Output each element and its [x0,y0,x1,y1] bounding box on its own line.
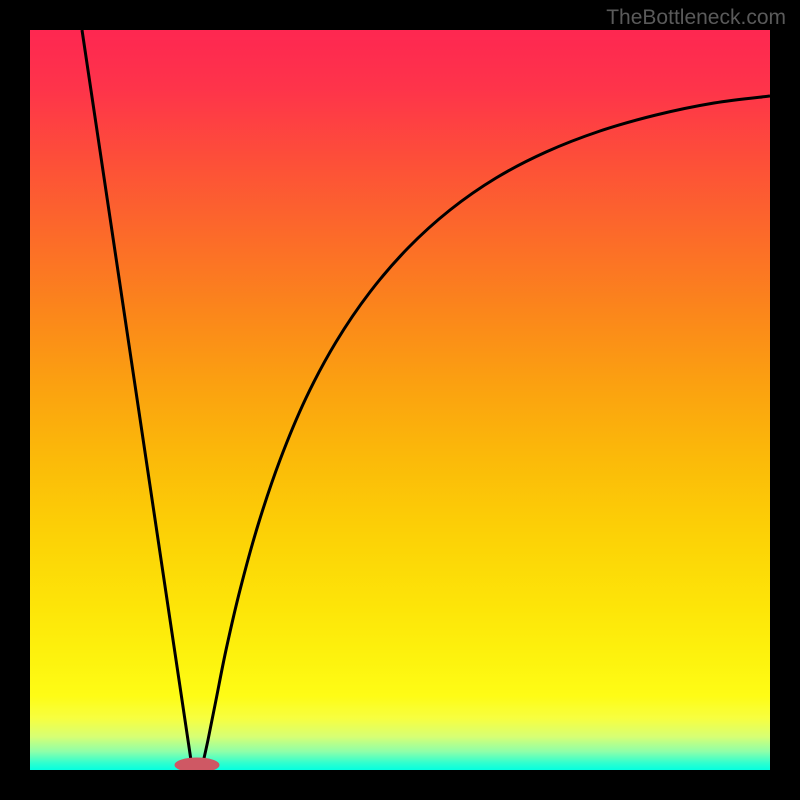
plot-area [30,30,770,770]
gradient-background [30,30,770,770]
minimum-marker [175,758,219,770]
chart-svg [30,30,770,770]
watermark-text: TheBottleneck.com [606,6,786,30]
chart-container: TheBottleneck.com [0,0,800,800]
